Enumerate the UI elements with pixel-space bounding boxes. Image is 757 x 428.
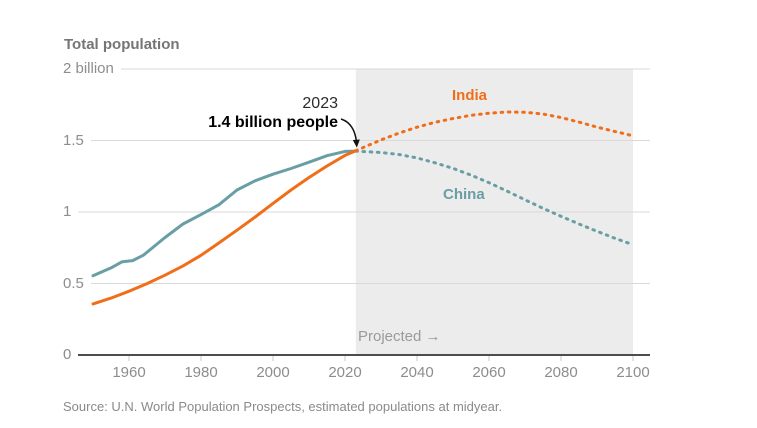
x-axis-label: 2080 [544,364,578,381]
china-series-label: China [443,186,485,203]
y-axis-label: 1.5 [63,132,91,149]
annotation-arrowhead [352,139,360,148]
india-series-label: India [452,87,488,104]
annotation-year: 2023 [302,95,338,112]
x-axis-label: 2000 [256,364,290,381]
y-axis-label: 1 [63,204,79,220]
series-india-projected-line [354,110,635,153]
series-india-historical-line [91,149,358,306]
series-china-projected-line [354,149,635,247]
chart-title: Total population [64,36,180,53]
annotation-value: 1.4 billion people [208,114,338,131]
x-axis-label: 1980 [184,364,218,381]
y-axis-label: 2 billion [63,61,121,77]
projected-region-label: Projected → [358,328,441,345]
series-china-historical-line [91,149,358,278]
x-axis-label: 2040 [400,364,434,381]
x-axis-label: 2060 [472,364,506,381]
x-axis-label: 2020 [328,364,362,381]
x-axis-label: 1960 [112,364,146,381]
y-axis-label: 0.5 [63,275,91,292]
annotation-arrow [340,118,358,141]
x-axis-label: 2100 [616,364,650,381]
y-axis-label: 0 [63,347,79,363]
annotation-2023: 2023 1.4 billion people [158,94,338,132]
source-credit: Source: U.N. World Population Prospects,… [63,399,503,414]
